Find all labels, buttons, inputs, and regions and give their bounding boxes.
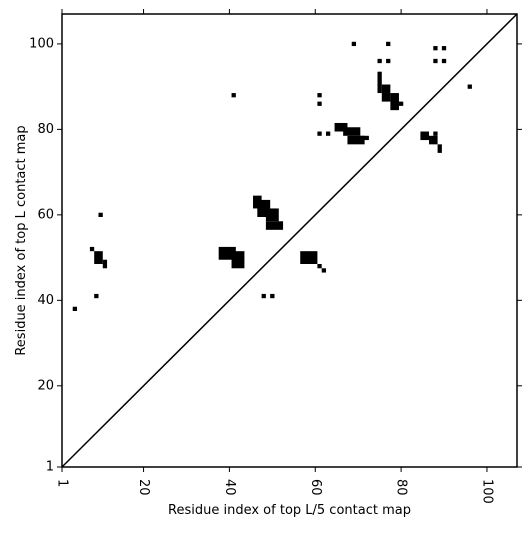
contact-cell	[433, 46, 438, 51]
contact-cell	[317, 93, 322, 98]
contact-cell	[317, 131, 322, 136]
contact-cell	[420, 131, 430, 141]
contact-cell	[102, 259, 108, 269]
contact-cell	[265, 208, 279, 222]
y-tick-label: 1	[46, 460, 54, 475]
contact-cell	[94, 293, 99, 299]
y-tick-label: 20	[37, 378, 54, 393]
contact-cell	[381, 84, 391, 102]
contact-cell	[433, 58, 438, 64]
contact-cell	[377, 71, 382, 94]
y-tick-label: 40	[37, 293, 54, 308]
x-axis-title: Residue index of top L/5 contact map	[168, 503, 411, 518]
contact-cell	[360, 135, 369, 141]
x-tick-label: 1	[55, 479, 70, 487]
contact-cell	[72, 306, 78, 312]
contact-cell	[377, 58, 382, 64]
x-tick-label: 80	[394, 479, 409, 496]
contact-cell	[437, 144, 442, 153]
contact-cell	[231, 251, 245, 269]
contact-cell	[325, 131, 331, 136]
contact-cell	[89, 246, 95, 252]
contact-cell	[386, 41, 391, 47]
contact-cell	[441, 58, 447, 64]
x-tick-label: 40	[222, 479, 237, 496]
contact-cell	[343, 127, 361, 136]
y-tick-label: 60	[37, 207, 54, 222]
contact-cell	[231, 93, 236, 98]
x-tick-label: 100	[479, 479, 494, 504]
plot-frame	[61, 13, 518, 468]
contact-cell	[317, 101, 322, 106]
contact-cell	[94, 251, 103, 265]
contact-cell	[334, 122, 348, 132]
contact-cell	[317, 264, 322, 269]
contact-cell	[351, 41, 357, 47]
contact-cell	[441, 46, 447, 51]
contact-cell	[386, 58, 391, 64]
contact-cell	[467, 84, 472, 89]
contact-cell	[261, 293, 266, 299]
contact-cell	[300, 251, 318, 265]
diagonal-line	[61, 13, 518, 468]
contact-cell	[390, 93, 399, 111]
contact-cell	[398, 101, 404, 106]
contact-cell	[98, 212, 103, 217]
y-axis-title: Residue index of top L contact map	[14, 125, 29, 355]
y-tick-label: 80	[37, 122, 54, 137]
x-tick-label: 20	[136, 479, 151, 496]
contact-cell	[433, 131, 438, 136]
contact-cell	[270, 293, 275, 299]
contact-cell	[265, 221, 284, 230]
x-axis-ticks: 1 20 40 60 80 100	[55, 9, 494, 504]
y-tick-label: 100	[29, 36, 54, 51]
contact-cell	[321, 268, 326, 273]
contact-cell	[429, 135, 438, 145]
contact-cells	[72, 41, 472, 312]
x-tick-label: 60	[308, 479, 323, 496]
contact-cell	[347, 135, 365, 145]
y-axis-ticks: 1 20 40 60 80 100	[29, 36, 522, 475]
